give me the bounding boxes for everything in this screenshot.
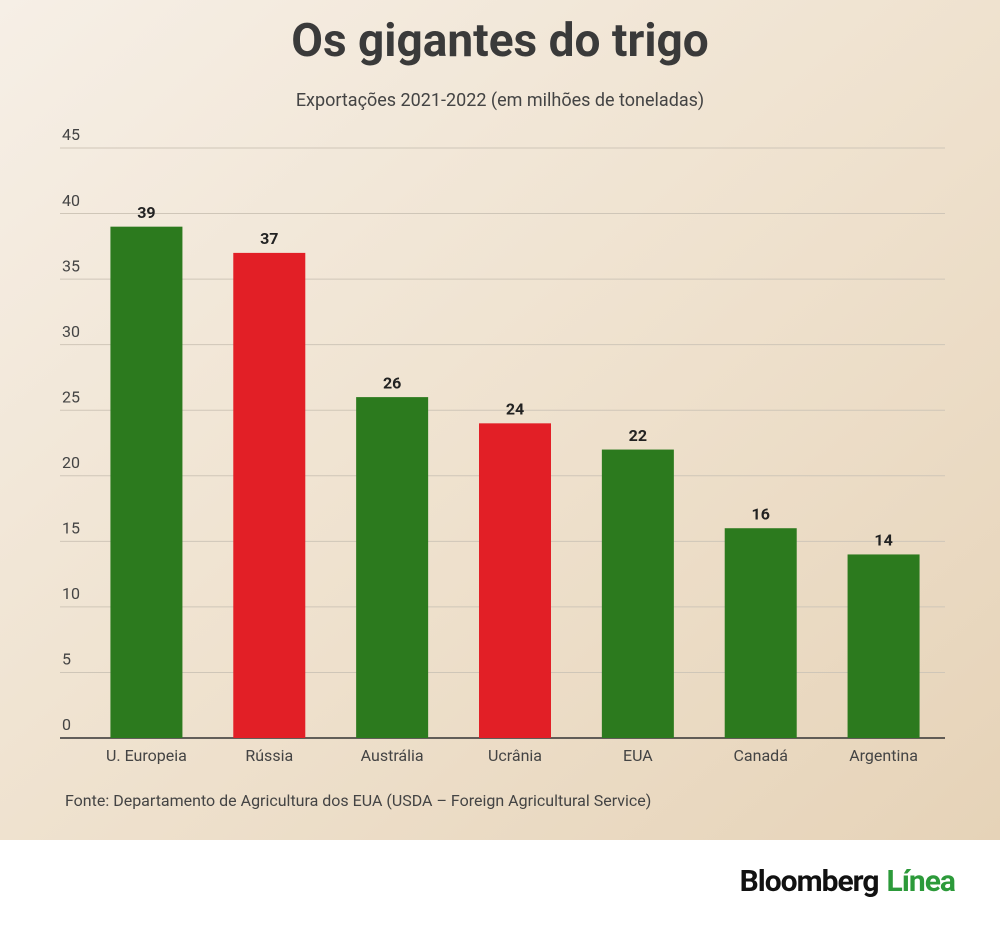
chart-subtitle: Exportações 2021-2022 (em milhões de ton… xyxy=(296,90,704,111)
bar xyxy=(479,423,551,738)
y-tick-label: 0 xyxy=(62,715,71,734)
y-tick-label: 10 xyxy=(62,584,80,603)
data-label: 22 xyxy=(629,426,647,445)
chart-title: Os gigantes do trigo xyxy=(291,14,709,68)
y-tick-label: 5 xyxy=(62,650,71,669)
x-tick-label: EUA xyxy=(623,746,653,765)
bar xyxy=(601,449,674,738)
bar xyxy=(356,397,429,738)
bar xyxy=(724,528,797,738)
data-label: 37 xyxy=(260,229,278,248)
y-tick-label: 40 xyxy=(62,191,80,210)
y-tick-label: 30 xyxy=(62,322,80,341)
y-tick-label: 25 xyxy=(62,387,80,406)
data-label: 24 xyxy=(506,400,524,419)
data-label: 26 xyxy=(383,373,401,392)
data-label: 14 xyxy=(874,531,892,550)
y-tick-label: 15 xyxy=(62,519,80,538)
data-label: 16 xyxy=(752,504,770,523)
x-tick-label: Ucrânia xyxy=(488,746,542,765)
x-tick-label: Canadá xyxy=(734,746,788,765)
logo-main: Bloomberg xyxy=(740,864,879,899)
bar xyxy=(110,226,183,738)
x-tick-label: Argentina xyxy=(849,746,918,765)
y-tick-label: 35 xyxy=(62,256,80,275)
bar xyxy=(233,252,306,738)
data-label: 39 xyxy=(137,203,155,222)
x-tick-label: U. Europeia xyxy=(106,746,187,765)
footer-background xyxy=(0,840,1000,925)
bar xyxy=(847,554,920,738)
y-tick-label: 45 xyxy=(62,125,80,144)
logo: Bloomberg Línea xyxy=(740,864,956,899)
x-tick-label: Austrália xyxy=(361,746,424,765)
x-tick-label: Rússia xyxy=(245,746,293,765)
logo-accent: Línea xyxy=(887,864,956,899)
y-tick-label: 20 xyxy=(62,453,80,472)
source-note: Fonte: Departamento de Agricultura dos E… xyxy=(65,791,651,810)
